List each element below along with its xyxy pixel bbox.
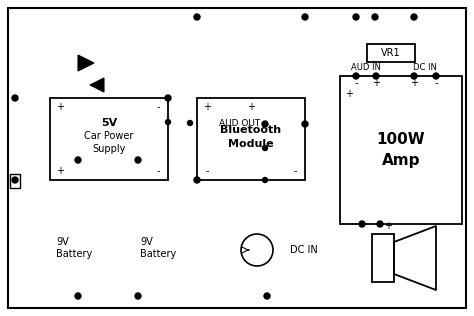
Text: Battery: Battery xyxy=(56,249,92,259)
Text: -: - xyxy=(354,78,358,88)
Text: 100W: 100W xyxy=(377,132,425,148)
Circle shape xyxy=(359,221,365,227)
Circle shape xyxy=(372,14,378,20)
Text: +: + xyxy=(410,78,418,88)
Bar xyxy=(340,76,462,224)
Bar xyxy=(50,98,168,180)
Text: Car Power: Car Power xyxy=(84,131,134,141)
Circle shape xyxy=(75,293,81,299)
Text: -: - xyxy=(434,78,438,88)
Circle shape xyxy=(263,145,267,150)
Text: +: + xyxy=(247,102,255,112)
Circle shape xyxy=(135,157,141,163)
Text: DC IN: DC IN xyxy=(413,64,437,72)
Text: +: + xyxy=(56,102,64,112)
Circle shape xyxy=(194,177,200,183)
Circle shape xyxy=(302,14,308,20)
Text: 9V: 9V xyxy=(56,237,69,247)
Circle shape xyxy=(75,157,81,163)
Text: +: + xyxy=(56,166,64,176)
Text: Supply: Supply xyxy=(92,144,126,154)
Circle shape xyxy=(302,121,308,127)
Polygon shape xyxy=(394,226,436,290)
Text: +: + xyxy=(345,89,353,99)
Circle shape xyxy=(135,293,141,299)
Text: -: - xyxy=(205,166,209,176)
Text: 5V: 5V xyxy=(101,118,117,128)
Text: +: + xyxy=(384,221,392,231)
Text: VR1: VR1 xyxy=(381,48,401,58)
Circle shape xyxy=(262,121,268,127)
Circle shape xyxy=(194,14,200,20)
Text: -: - xyxy=(293,166,297,176)
Polygon shape xyxy=(90,78,104,92)
Circle shape xyxy=(12,95,18,101)
Bar xyxy=(367,44,415,62)
Circle shape xyxy=(188,120,192,125)
Circle shape xyxy=(12,177,18,183)
Text: AUD IN: AUD IN xyxy=(351,64,381,72)
Circle shape xyxy=(264,293,270,299)
Circle shape xyxy=(411,14,417,20)
Text: +: + xyxy=(372,78,380,88)
Text: Amp: Amp xyxy=(382,153,420,167)
Circle shape xyxy=(165,119,171,125)
Bar xyxy=(197,98,305,180)
Circle shape xyxy=(353,14,359,20)
Text: +: + xyxy=(203,102,211,112)
Text: -: - xyxy=(156,102,160,112)
Text: 9V: 9V xyxy=(140,237,153,247)
Circle shape xyxy=(377,221,383,227)
Circle shape xyxy=(353,73,359,79)
Text: Battery: Battery xyxy=(140,249,176,259)
Text: AUD OUT: AUD OUT xyxy=(219,119,261,129)
Circle shape xyxy=(411,73,417,79)
Text: -: - xyxy=(156,166,160,176)
Bar xyxy=(10,174,20,188)
Text: Bluetooth: Bluetooth xyxy=(220,125,282,135)
Circle shape xyxy=(373,73,379,79)
Text: -: - xyxy=(376,221,380,231)
Polygon shape xyxy=(78,55,94,71)
Text: DC IN: DC IN xyxy=(290,245,318,255)
Circle shape xyxy=(165,95,171,101)
Bar xyxy=(372,234,394,282)
Text: Module: Module xyxy=(228,139,274,149)
Circle shape xyxy=(433,73,439,79)
Circle shape xyxy=(263,178,267,183)
